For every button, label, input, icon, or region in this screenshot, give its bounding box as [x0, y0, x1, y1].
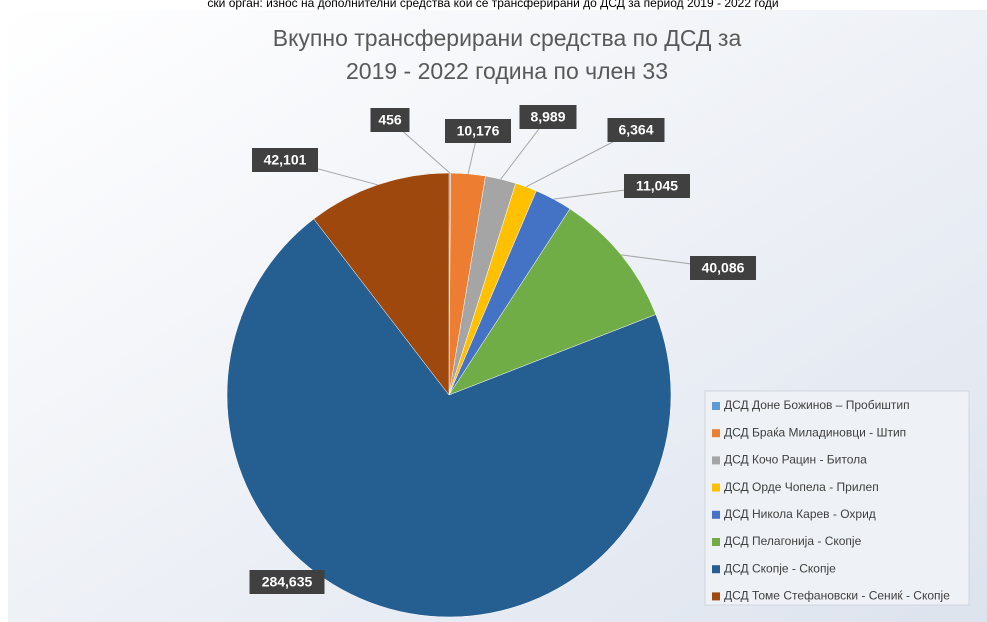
data-label: 11,045 [636, 178, 678, 194]
chart-title: Вкупно трансферирани средства по ДСД за [273, 25, 742, 51]
legend-label: ДСД Никола Карев - Охрид [724, 507, 876, 521]
legend [704, 390, 970, 606]
data-label-box [624, 174, 690, 198]
data-label-box [519, 105, 577, 129]
data-label: 42,101 [264, 152, 307, 168]
legend-swatch [712, 483, 720, 492]
legend-label: ДСД Кочо Рацин - Битола [724, 453, 867, 467]
legend-swatch [712, 538, 720, 546]
legend-label: ДСД Пелагонија - Скопје [724, 534, 862, 548]
data-label-box [252, 148, 318, 172]
data-label: 6,364 [618, 122, 653, 138]
legend-label: ДСД Томе Стефановски - Сениќ - Скопје [724, 589, 950, 603]
legend-label: ДСД Доне Божинов – Пробиштип [724, 398, 910, 412]
legend-swatch [712, 402, 720, 410]
data-label: 10,176 [457, 123, 500, 139]
data-label: 40,086 [702, 260, 745, 276]
data-label-box [370, 108, 410, 132]
legend-swatch [712, 456, 720, 465]
data-label-box [249, 570, 325, 594]
data-label-box [690, 256, 756, 280]
legend-label: ДСД Браќа Миладиновци - Штип [724, 425, 906, 439]
data-label: 8,989 [530, 109, 565, 125]
legend-swatch [712, 565, 720, 574]
legend-swatch [712, 510, 720, 519]
legend-label: ДСД Скопје - Скопје [724, 561, 836, 575]
legend-swatch [712, 592, 720, 601]
legend-swatch [712, 429, 720, 438]
caption: ски орган: износ на дополнителни средств… [207, 0, 778, 10]
data-label-box [445, 119, 511, 143]
data-label: 284,635 [262, 574, 313, 590]
pie-slice [226, 218, 672, 618]
legend-label: ДСД Орде Чопела - Прилеп [724, 480, 879, 494]
data-label-box [607, 118, 665, 142]
data-label: 456 [378, 112, 402, 128]
chart-title: 2019 - 2022 година по член 33 [346, 58, 668, 84]
